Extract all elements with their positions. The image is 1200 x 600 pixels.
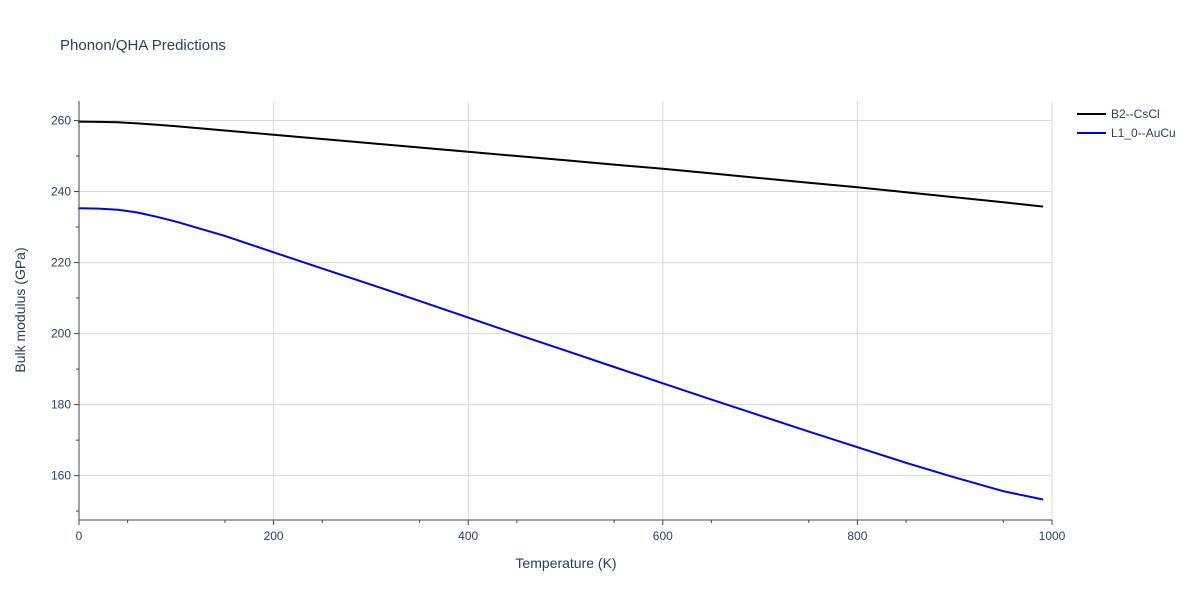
legend[interactable]: B2--CsCl L1_0--AuCu (1077, 107, 1176, 140)
x-tick-label: 600 (653, 529, 673, 543)
y-tick-label: 240 (51, 185, 71, 199)
y-grid (79, 120, 1052, 477)
legend-label: L1_0--AuCu (1111, 126, 1176, 140)
legend-label: B2--CsCl (1111, 107, 1160, 121)
y-tick-label: 160 (51, 469, 71, 483)
chart-title: Phonon/QHA Predictions (60, 37, 226, 54)
y-axis: 160 180 200 220 240 260 (51, 114, 79, 512)
x-tick-label: 400 (458, 529, 478, 543)
series-line-2 (78, 207, 1044, 501)
legend-item[interactable]: L1_0--AuCu (1077, 126, 1176, 140)
x-axis: 0 200 400 600 800 1000 (76, 520, 1066, 543)
y-tick-label: 200 (51, 327, 71, 341)
x-tick-label: 0 (76, 529, 83, 543)
x-tick-label: 1000 (1039, 529, 1066, 543)
plot-area (78, 120, 1044, 501)
x-tick-label: 200 (264, 529, 284, 543)
y-tick-label: 180 (51, 398, 71, 412)
y-tick-label: 260 (51, 114, 71, 128)
legend-item[interactable]: B2--CsCl (1077, 107, 1160, 121)
x-axis-title: Temperature (K) (515, 555, 616, 571)
x-tick-label: 800 (847, 529, 867, 543)
y-axis-title: Bulk modulus (GPa) (12, 247, 28, 372)
x-grid (273, 101, 1053, 520)
y-tick-label: 220 (51, 256, 71, 270)
series-line-1 (78, 120, 1044, 208)
